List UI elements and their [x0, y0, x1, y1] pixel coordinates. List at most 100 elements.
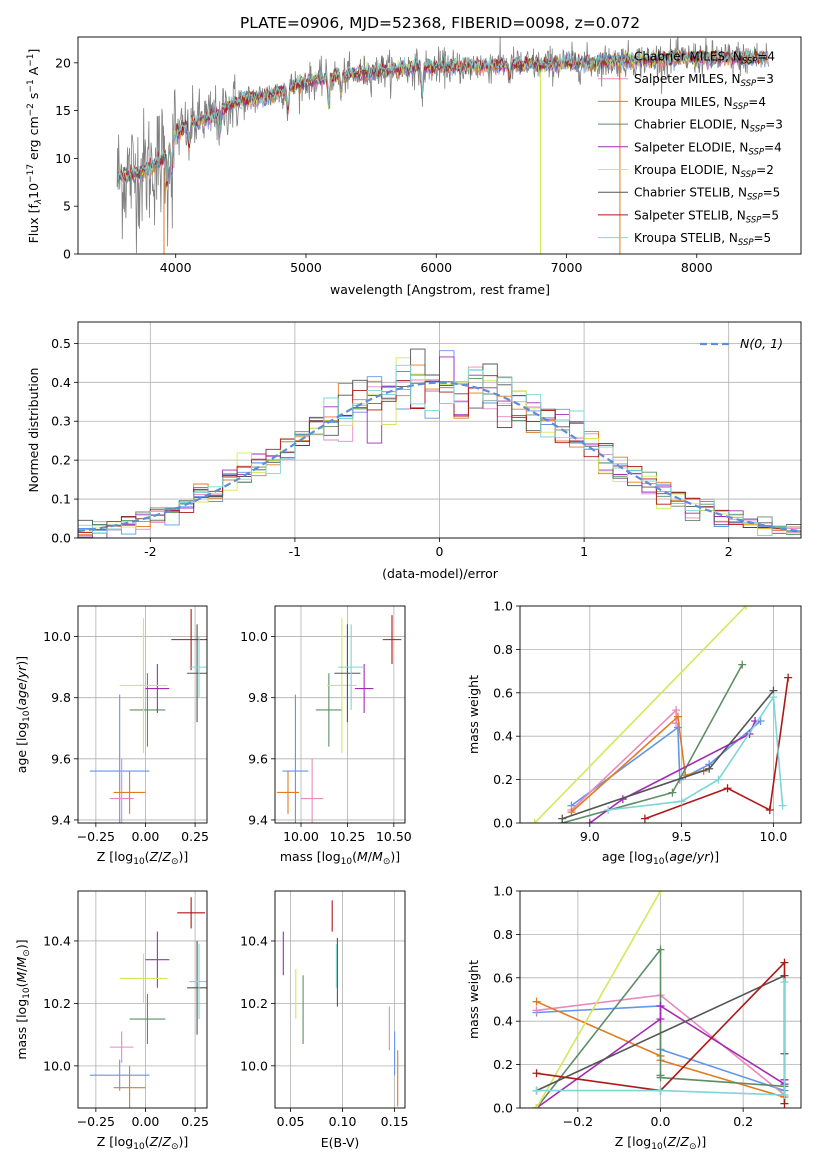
- y-tick-label: 1.0: [493, 884, 513, 899]
- x-tick-label: 0.25: [181, 829, 209, 844]
- axes-frame: [274, 605, 406, 824]
- mass_vs_ebv-panel: 0.05 0.10 0.15 10.0 10.2 10.4: [240, 890, 409, 1129]
- y-tick-label: 0.3: [51, 414, 71, 429]
- x-tick-label: -1: [289, 544, 301, 559]
- y-tick-label: 9.4: [51, 812, 71, 827]
- y-tick-label: 9.4: [248, 812, 268, 827]
- y-tick-label: 1.0: [493, 599, 513, 614]
- x-tick-label: 0.25: [181, 1114, 209, 1129]
- mass-weight-marker: [656, 1086, 665, 1095]
- legend-label: Kroupa STELIB, NSSP=5: [634, 231, 771, 248]
- y-tick-label: 0.4: [51, 375, 71, 390]
- x-tick-label: 0.10: [329, 1114, 357, 1129]
- x-tick-label: 2: [725, 544, 733, 559]
- y-tick-label: 10.0: [43, 1058, 71, 1073]
- x-tick-label: 0.00: [132, 829, 160, 844]
- x-tick-label: −0.25: [77, 829, 115, 844]
- mass-weight-marker: [714, 775, 723, 784]
- axes-frame: [519, 890, 802, 1109]
- y-tick-label: 0.2: [51, 453, 71, 468]
- y-axis-label: Normed distribution: [26, 368, 41, 493]
- x-tick-label: 0.05: [277, 1114, 305, 1129]
- axes-frame: [274, 890, 406, 1109]
- axes-frame: [519, 605, 802, 824]
- x-axis-label: mass [log10(M/M⊙)]: [280, 849, 400, 867]
- mass-weight-marker: [673, 723, 682, 732]
- y-tick-label: 0.8: [493, 642, 513, 657]
- x-tick-label: 9.0: [580, 829, 600, 844]
- x-tick-label: 0: [436, 544, 444, 559]
- mass-weight-marker: [677, 797, 686, 806]
- mass_vs_Z-panel: −0.25 0.00 0.25 10.0 10.2 10.4 Z [log10(Z/Z⊙)]…: [14, 890, 209, 1152]
- y-tick-label: 0.2: [493, 772, 513, 787]
- y-tick-label: 0.5: [51, 336, 71, 351]
- residuals-legend: N(0, 1): [700, 336, 783, 351]
- spectrum-panel: 4000 5000 6000 7000 8000 0 5 10 15 20 Chabrier MIL…: [26, 36, 802, 297]
- x-axis-label: age [log10(age/yr)]: [602, 849, 719, 867]
- mass-weight-line-6: [534, 606, 747, 823]
- age_vs_Z-panel: −0.25 0.00 0.25 9.4 9.6 9.8 10.0 Z [log10(Z/Z⊙)…: [14, 605, 209, 867]
- x-tick-label: -2: [144, 544, 156, 559]
- mass-weight-line-6: [535, 891, 662, 1108]
- age_vs_mass-panel: 10.00 10.25 10.50 9.4 9.6 9.8 10.0 mass [log10(…: [240, 605, 412, 867]
- y-tick-label: 20: [55, 55, 71, 70]
- x-axis-label: wavelength [Angstrom, rest frame]: [330, 282, 550, 297]
- x-tick-label: 10.25: [330, 829, 366, 844]
- mass-weight-marker: [656, 891, 665, 895]
- x-axis-label: Z [log10(Z/Z⊙)]: [97, 849, 189, 867]
- age_vs_mass-plot-area: [275, 606, 405, 823]
- mass-weight-marker: [585, 819, 594, 823]
- mass-weight-marker: [784, 673, 793, 682]
- y-tick-label: 10.2: [43, 996, 71, 1011]
- mass-weight-marker: [656, 1015, 665, 1024]
- mass-weight-marker: [604, 805, 613, 814]
- x-tick-label: 6000: [420, 260, 452, 275]
- x-tick-label: 9.5: [672, 829, 692, 844]
- axes-frame: [77, 321, 802, 539]
- y-tick-label: 9.8: [248, 690, 268, 705]
- residuals-panel: -2 -1 0 1 2 0.0 0.1 0.2 0.3 0.4 0.5 N(0, 1) (data-mo…: [26, 321, 802, 581]
- y-tick-label: 0.2: [493, 1057, 513, 1072]
- legend-label: Kroupa ELODIE, NSSP=2: [634, 163, 774, 180]
- mass-weight-marker: [672, 706, 681, 715]
- y-tick-label: 10: [55, 151, 71, 166]
- mass-weight-marker: [656, 1073, 665, 1082]
- axes-frame: [77, 36, 802, 255]
- mass-weight-marker: [780, 1099, 789, 1108]
- y-axis-label: Flux [fλ10−17 erg cm−2 s−1 A−1]: [26, 49, 44, 244]
- x-axis-label: (data-model)/error: [382, 566, 499, 581]
- y-tick-label: 5: [63, 199, 71, 214]
- y-tick-label: 0.0: [493, 1101, 513, 1116]
- y-tick-label: 9.6: [248, 751, 268, 766]
- legend-label: Salpeter STELIB, NSSP=5: [634, 208, 779, 225]
- legend-label: Chabrier ELODIE, NSSP=3: [634, 118, 783, 135]
- y-tick-label: 0.6: [493, 685, 513, 700]
- mass_vs_Z-plot-area: [78, 891, 207, 1108]
- mass-weight-marker: [765, 805, 774, 814]
- legend-label: Salpeter ELODIE, NSSP=4: [634, 140, 782, 157]
- age_vs_Z-plot-area: [78, 606, 207, 823]
- mass-weight-marker: [668, 788, 677, 797]
- mass-weight-marker: [723, 784, 732, 793]
- mass-weight-marker: [532, 997, 541, 1006]
- mass-weight-marker: [780, 978, 789, 987]
- model-spectrum-9: [118, 50, 769, 182]
- x-tick-label: 8000: [681, 260, 713, 275]
- y-tick-label: 9.8: [51, 690, 71, 705]
- x-tick-label: 1: [580, 544, 588, 559]
- y-tick-label: 10.4: [240, 933, 268, 948]
- x-tick-label: 0.15: [381, 1114, 409, 1129]
- histogram-9: [78, 364, 801, 538]
- axes-frame: [77, 890, 208, 1109]
- y-tick-label: 0.1: [51, 492, 71, 507]
- gaussian-curve: [78, 381, 801, 533]
- x-axis-label: Z [log10(Z/Z⊙)]: [615, 1134, 707, 1152]
- legend-label: Salpeter MILES, NSSP=3: [634, 72, 774, 89]
- x-tick-label: 10.0: [760, 829, 788, 844]
- mass-weight-marker: [673, 712, 682, 721]
- mass-weight-marker: [530, 819, 539, 823]
- mass-weight-marker: [656, 1002, 665, 1011]
- massweight_vs_Z-plot-area: [520, 891, 801, 1108]
- y-tick-label: 15: [55, 103, 71, 118]
